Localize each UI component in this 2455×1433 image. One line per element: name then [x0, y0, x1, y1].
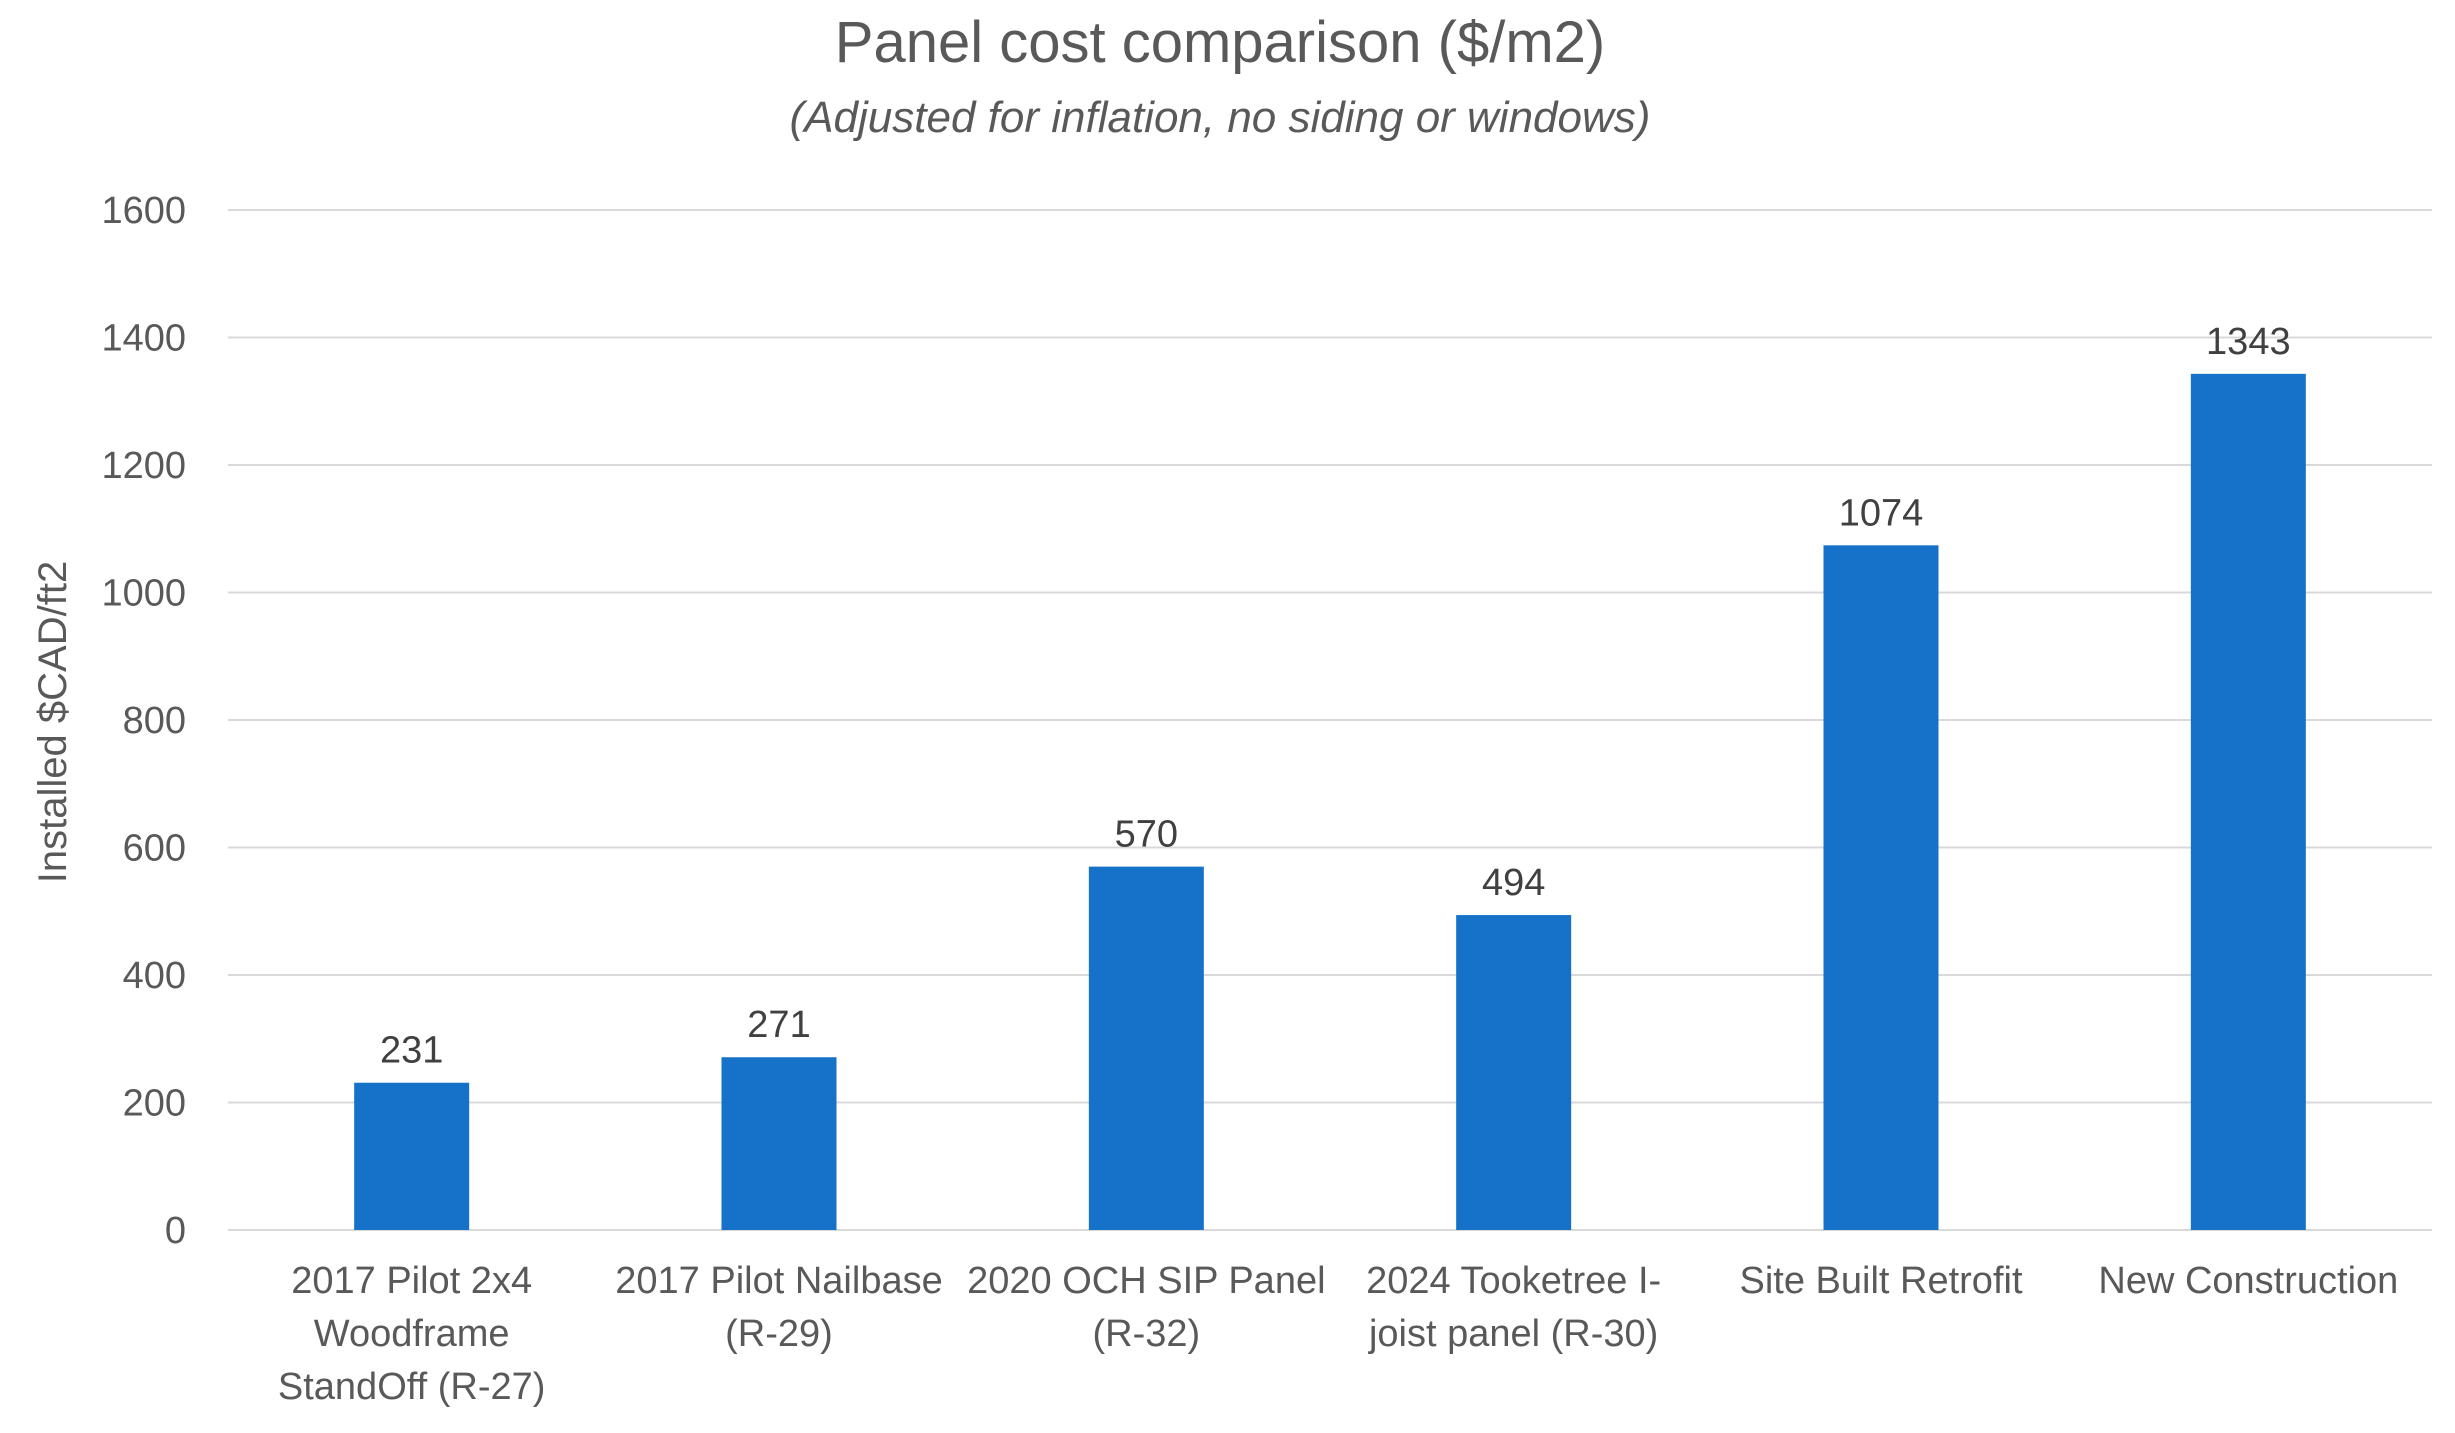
y-tick-label: 1400	[101, 318, 186, 360]
bars	[354, 373, 2306, 1230]
gridlines	[228, 209, 2432, 1231]
y-tick-label: 200	[123, 1083, 186, 1125]
data-label: 570	[1115, 814, 1178, 856]
y-axis-label: Installed $CAD/ft2	[31, 561, 75, 883]
x-tick-label: 2024 Tooketree I-joist panel (R-30)	[1366, 1260, 1661, 1355]
x-tick-label: 2017 Pilot Nailbase (R-29)	[615, 1260, 942, 1355]
data-label: 1074	[1839, 492, 1924, 534]
data-label: 1343	[2206, 321, 2291, 363]
bar	[721, 1057, 837, 1230]
x-axis-ticks: 2017 Pilot 2x4 Woodframe StandOff (R-27) 20…	[278, 1260, 2398, 1408]
bar	[1823, 545, 1939, 1230]
y-tick-label: 1200	[101, 445, 186, 487]
data-label: 494	[1482, 862, 1545, 904]
y-tick-label: 1600	[101, 190, 186, 232]
chart-subtitle: (Adjusted for inflation, no siding or wi…	[790, 93, 1651, 142]
bar	[354, 1082, 470, 1230]
y-tick-label: 600	[123, 828, 186, 870]
x-tick-label: 2017 Pilot 2x4 Woodframe StandOff (R-27)	[278, 1260, 546, 1408]
x-tick-label: 2020 OCH SIP Panel (R-32)	[967, 1260, 1325, 1355]
y-tick-label: 1000	[101, 573, 186, 615]
y-tick-label: 400	[123, 955, 186, 997]
bar	[1088, 866, 1204, 1230]
bar	[2190, 373, 2306, 1230]
y-tick-label: 0	[165, 1210, 186, 1252]
y-axis-ticks: 0 200 400 600 800 1000 1200 1400 1600	[101, 190, 186, 1252]
data-label: 231	[380, 1030, 443, 1072]
chart-title: Panel cost comparison ($/m2)	[835, 10, 1605, 75]
x-tick-label: New Construction	[2098, 1260, 2398, 1302]
x-tick-label: Site Built Retrofit	[1740, 1260, 2023, 1302]
bar	[1456, 915, 1572, 1230]
data-label: 271	[747, 1004, 810, 1046]
y-tick-label: 800	[123, 700, 186, 742]
data-labels: 231 271 570 494 1074 1343	[380, 321, 2291, 1072]
